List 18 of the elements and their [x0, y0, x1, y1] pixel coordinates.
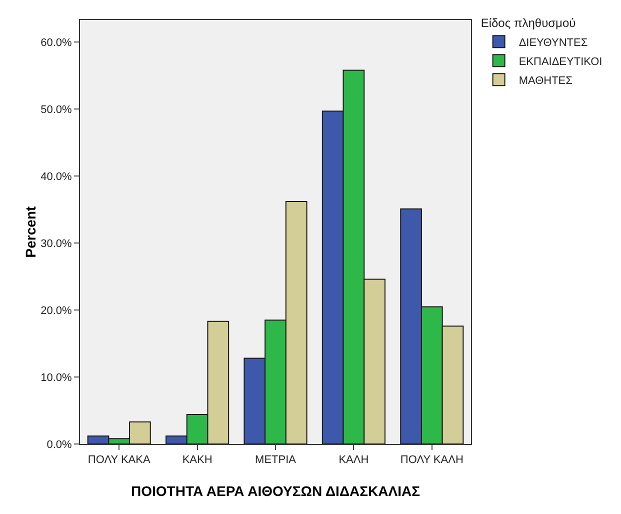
legend-label: ΕΚΠΑΙΔΕΥΤΙΚΟΙ	[518, 56, 602, 68]
legend-title: Είδος πληθυσμού	[480, 16, 576, 30]
x-tick-label: ΠΟΛΥ ΚΑΛΗ	[400, 454, 464, 466]
x-tick-label: ΚΑΚΗ	[182, 454, 212, 466]
x-tick-label: ΚΑΛΗ	[338, 454, 369, 466]
y-axis-title: Percent	[22, 206, 39, 258]
legend-label: ΜΑΘΗΤΕΣ	[518, 74, 573, 87]
y-tick-label: 40.0%	[40, 170, 72, 183]
legend-label: ΔΙΕΥΘΥΝΤΕΣ	[518, 36, 588, 49]
y-tick-label: 60.0%	[40, 36, 72, 49]
y-tick-label: 10.0%	[40, 372, 72, 384]
x-tick-label: ΠΟΛΥ ΚΑΚΑ	[88, 454, 151, 466]
y-tick-label: 20.0%	[40, 304, 72, 317]
y-tick-label: 0.0%	[46, 438, 72, 451]
y-tick-label: 30.0%	[40, 238, 72, 250]
x-axis-title: ΠΟΙΟΤΗΤΑ ΑΕΡΑ ΑΙΘΟΥΣΩΝ ΔΙΔΑΣΚΑΛΙΑΣ	[131, 483, 420, 499]
y-tick-label: 50.0%	[40, 104, 72, 116]
x-tick-label: ΜΕΤΡΙΑ	[255, 454, 297, 466]
